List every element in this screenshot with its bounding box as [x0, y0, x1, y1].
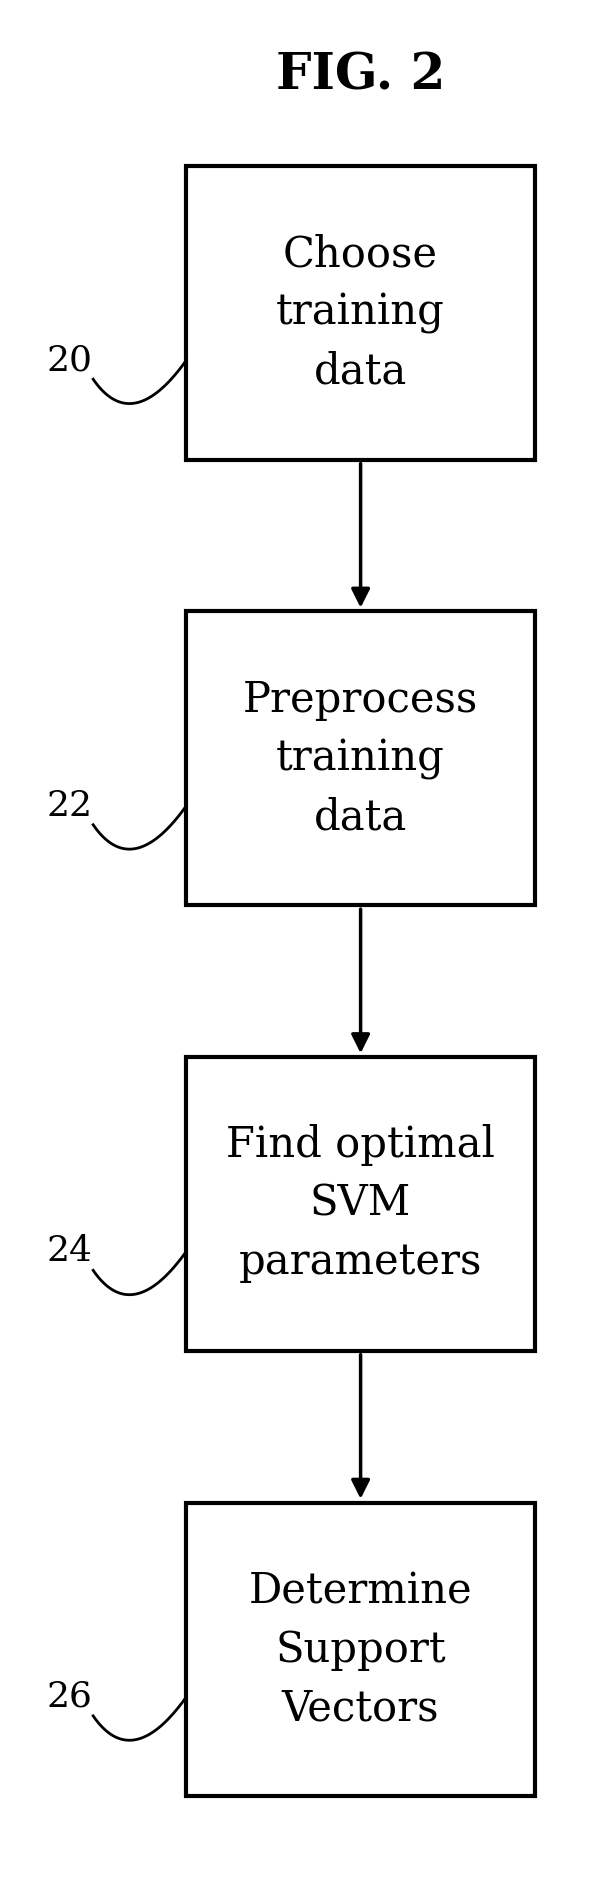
Text: Preprocess
training
data: Preprocess training data	[243, 679, 478, 838]
Text: 22: 22	[46, 789, 92, 823]
FancyBboxPatch shape	[186, 167, 535, 461]
Text: 20: 20	[46, 343, 92, 377]
FancyBboxPatch shape	[186, 1502, 535, 1797]
Text: FIG. 2: FIG. 2	[276, 51, 445, 100]
Text: Find optimal
SVM
parameters: Find optimal SVM parameters	[226, 1124, 495, 1284]
Text: 24: 24	[46, 1234, 92, 1268]
Text: Determine
Support
Vectors: Determine Support Vectors	[249, 1570, 472, 1729]
FancyBboxPatch shape	[186, 612, 535, 906]
Text: 26: 26	[46, 1680, 92, 1714]
FancyBboxPatch shape	[186, 1058, 535, 1352]
Text: Choose
training
data: Choose training data	[276, 233, 445, 392]
